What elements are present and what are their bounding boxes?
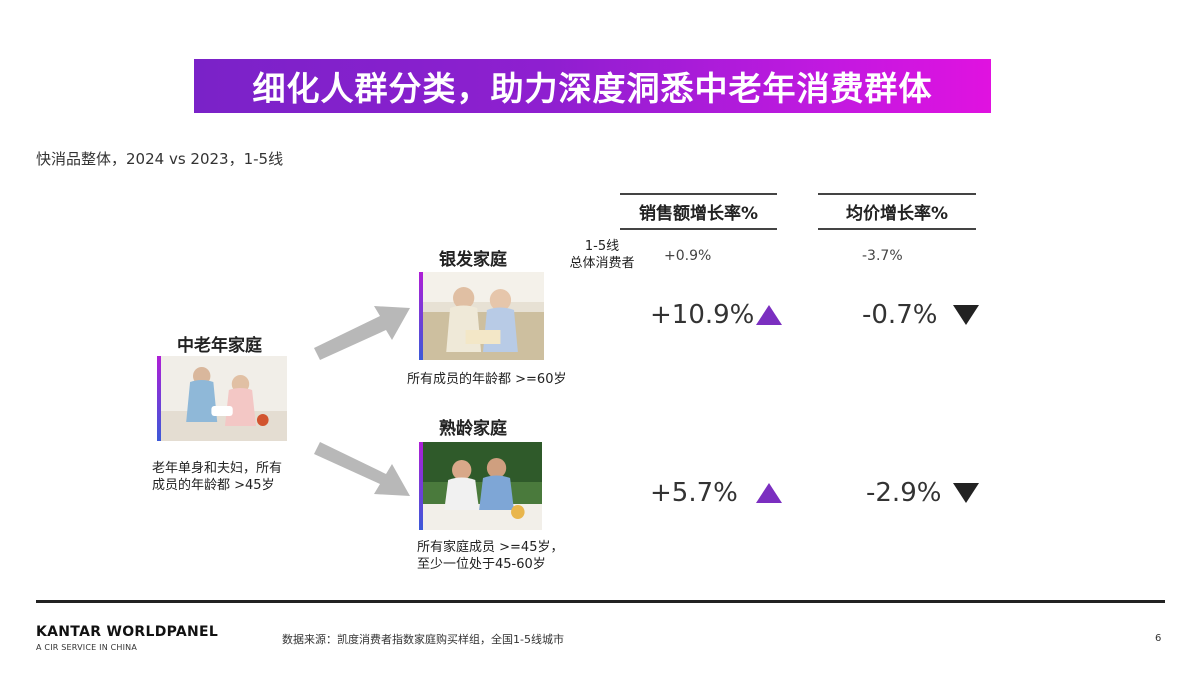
up-triangle-icon (756, 483, 782, 503)
mature-couple-photo (423, 442, 542, 530)
overall-label: 1-5线 总体消费者 (562, 238, 642, 272)
arrow-down-right-icon (314, 442, 410, 496)
mature-group-photo (419, 442, 542, 530)
header-sales-growth: 销售额增长率% (620, 193, 777, 230)
main-desc-line1: 老年单身和夫妇，所有 (152, 461, 283, 476)
silver-group-photo (419, 272, 544, 360)
title-banner: 细化人群分类，助力深度洞悉中老年消费群体 (194, 59, 991, 113)
mature-avg-price-growth: -2.9% (866, 478, 942, 508)
overall-avg-price-growth: -3.7% (862, 248, 903, 264)
mature-desc-line2: 至少一位处于45-60岁 (417, 557, 546, 572)
mature-group-title: 熟龄家庭 (439, 419, 507, 439)
overall-label-line2: 总体消费者 (569, 256, 635, 271)
brand-tagline: A CIR SERVICE IN CHINA (36, 643, 138, 652)
down-triangle-icon (953, 483, 979, 503)
silver-group-title: 银发家庭 (439, 250, 507, 270)
main-group-photo (157, 356, 287, 441)
data-source-note: 数据来源：凯度消费者指数家庭购买样组，全国1-5线城市 (282, 633, 564, 646)
elderly-couple-photo (161, 356, 287, 441)
page-title: 细化人群分类，助力深度洞悉中老年消费群体 (252, 69, 933, 108)
mature-sales-growth: +5.7% (650, 478, 738, 508)
silver-couple-photo (423, 272, 544, 360)
main-group-title: 中老年家庭 (177, 336, 262, 356)
up-triangle-icon (756, 305, 782, 325)
silver-group-description: 所有成员的年龄都 >=60岁 (407, 372, 567, 387)
silver-sales-growth: +10.9% (650, 300, 755, 330)
down-triangle-icon (953, 305, 979, 325)
page-number: 6 (1155, 633, 1162, 644)
main-group-description: 老年单身和夫妇，所有 成员的年龄都 >45岁 (152, 460, 302, 494)
header-avg-price-growth: 均价增长率% (818, 193, 976, 230)
brand-logo: KANTAR WORLDPANEL (36, 624, 219, 640)
arrow-up-right-icon (314, 306, 410, 360)
mature-group-description: 所有家庭成员 >=45岁， 至少一位处于45-60岁 (417, 539, 567, 573)
overall-label-line1: 1-5线 (584, 239, 620, 254)
subtitle: 快消品整体，2024 vs 2023，1-5线 (36, 150, 284, 168)
overall-sales-growth: +0.9% (664, 248, 712, 264)
silver-avg-price-growth: -0.7% (862, 300, 938, 330)
footer-divider (36, 600, 1165, 603)
main-desc-line2: 成员的年龄都 >45岁 (152, 478, 275, 493)
mature-desc-line1: 所有家庭成员 >=45岁， (417, 540, 564, 555)
